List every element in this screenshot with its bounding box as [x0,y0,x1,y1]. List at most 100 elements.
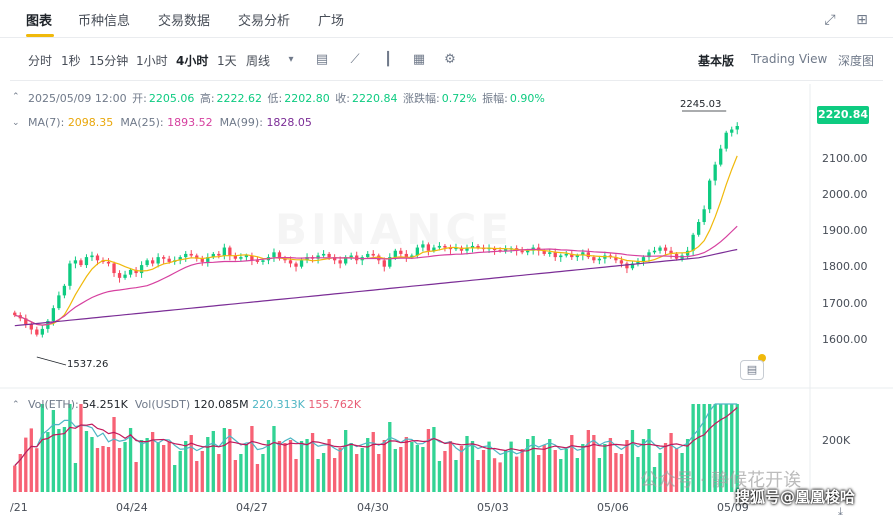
volume-bar [134,462,138,492]
volume-bar [106,447,111,492]
volume-bar [90,437,94,492]
candle-body [106,261,111,264]
interval-line[interactable]: 分时 [28,54,53,68]
high-label: 高: [199,92,215,105]
candle-body [145,260,149,266]
candle-body [222,247,226,256]
interval-15m[interactable]: 15分钟 [89,54,129,68]
high-value: 2222.62 [216,92,263,105]
candle-body [492,248,497,251]
volume-bar [548,439,552,492]
ma99-label: MA(99): [219,116,263,129]
vol-usdt-value: 120.085M [193,398,249,411]
interval-1s[interactable]: 1秒 [61,54,81,68]
candle-body [316,255,320,259]
y-tick: 1800.00 [822,260,868,273]
volume-bar [514,456,519,492]
volume-ma1-line [14,403,738,467]
volume-bar [542,445,546,492]
volume-bar [509,441,513,492]
volume-bar [520,449,524,492]
candle-type-icon[interactable]: ┃ [384,52,392,67]
more-intervals-icon[interactable]: ▾ [288,54,294,65]
x-tick: 04/30 [357,501,389,514]
candle-body [327,253,331,258]
volume-bar [575,458,579,492]
candle-body [250,255,254,261]
tab-coin-info[interactable]: 币种信息 [78,14,131,29]
tab-square[interactable]: 广场 [318,14,345,29]
candle-body [239,257,243,259]
volume-bar [18,454,22,492]
volume-bar [724,404,728,492]
binance-watermark: BINANCE [275,205,513,254]
volume-bar [608,438,613,492]
candle-body [410,255,414,258]
ma25-line [14,225,738,326]
collapse-ohlc-icon[interactable]: ⌃ [12,92,20,102]
indicator-icon[interactable]: ⟋ [350,52,360,67]
candle-body [321,253,326,256]
view-tradingview[interactable]: Trading View [751,52,828,66]
candle-body [708,180,712,210]
candle-body [669,250,673,254]
volume-bar [145,438,149,492]
interval-1w[interactable]: 周线 [246,54,271,68]
candle-body [117,273,122,278]
candle-body [90,255,94,258]
view-basic[interactable]: 基本版 [698,54,735,68]
candle-body [592,257,596,261]
vol-eth-value: 54.251K [82,398,128,411]
volume-bar [597,458,602,492]
layout-icon[interactable]: ▦ [412,52,426,67]
notification-dot [758,354,766,362]
candle-body [647,252,651,258]
candle-body [35,329,39,335]
candle-body [548,252,552,254]
ma25-value: 1893.52 [167,116,213,129]
calendar-icon[interactable]: ▤ [315,52,329,67]
volume-bar [448,441,453,492]
amplitude-value: 0.90% [509,92,545,105]
volume-bar [708,404,712,492]
tab-trading-data[interactable]: 交易数据 [158,14,211,29]
volume-bar [636,457,640,492]
volume-bar [101,446,105,492]
interval-1d[interactable]: 1天 [217,54,237,68]
notes-icon[interactable]: ▤ [740,360,764,380]
grid-icon[interactable]: ⊞ [856,12,868,28]
volume-bar [349,443,353,492]
tab-trading-analysis[interactable]: 交易分析 [238,14,291,29]
candle-body [636,261,640,264]
volume-bar [327,439,331,492]
volume-bar [658,453,662,492]
tab-chart[interactable]: 图表 [26,14,53,29]
high-marker-label: 2245.03 [680,99,722,110]
collapse-vol-icon[interactable]: ⌃ [12,400,20,410]
volume-bar [112,417,116,492]
interval-1h[interactable]: 1小时 [136,54,168,68]
collapse-ma-icon[interactable]: ⌄ [12,118,20,128]
candle-body [553,252,557,258]
candle-body [619,260,624,264]
download-icon[interactable]: ⤓ [838,505,843,516]
candle-body [597,258,602,261]
candle-body [200,258,204,262]
volume-bar [40,404,44,492]
candle-body [652,250,657,253]
x-tick: 05/09 [717,501,749,514]
x-tick: /21 [10,501,28,514]
candle-body [724,132,728,149]
settings-icon[interactable]: ⚙ [444,52,456,67]
volume-bar [217,454,221,492]
volume-bar [272,426,276,492]
view-depth[interactable]: 深度图 [838,54,875,68]
volume-bar [189,435,193,492]
candle-body [476,245,480,248]
candle-body [459,247,464,251]
candle-body [691,234,695,251]
low-value: 2202.80 [284,92,330,105]
interval-4h[interactable]: 4小时 [176,54,209,68]
expand-icon[interactable]: ⤢ [824,12,836,28]
